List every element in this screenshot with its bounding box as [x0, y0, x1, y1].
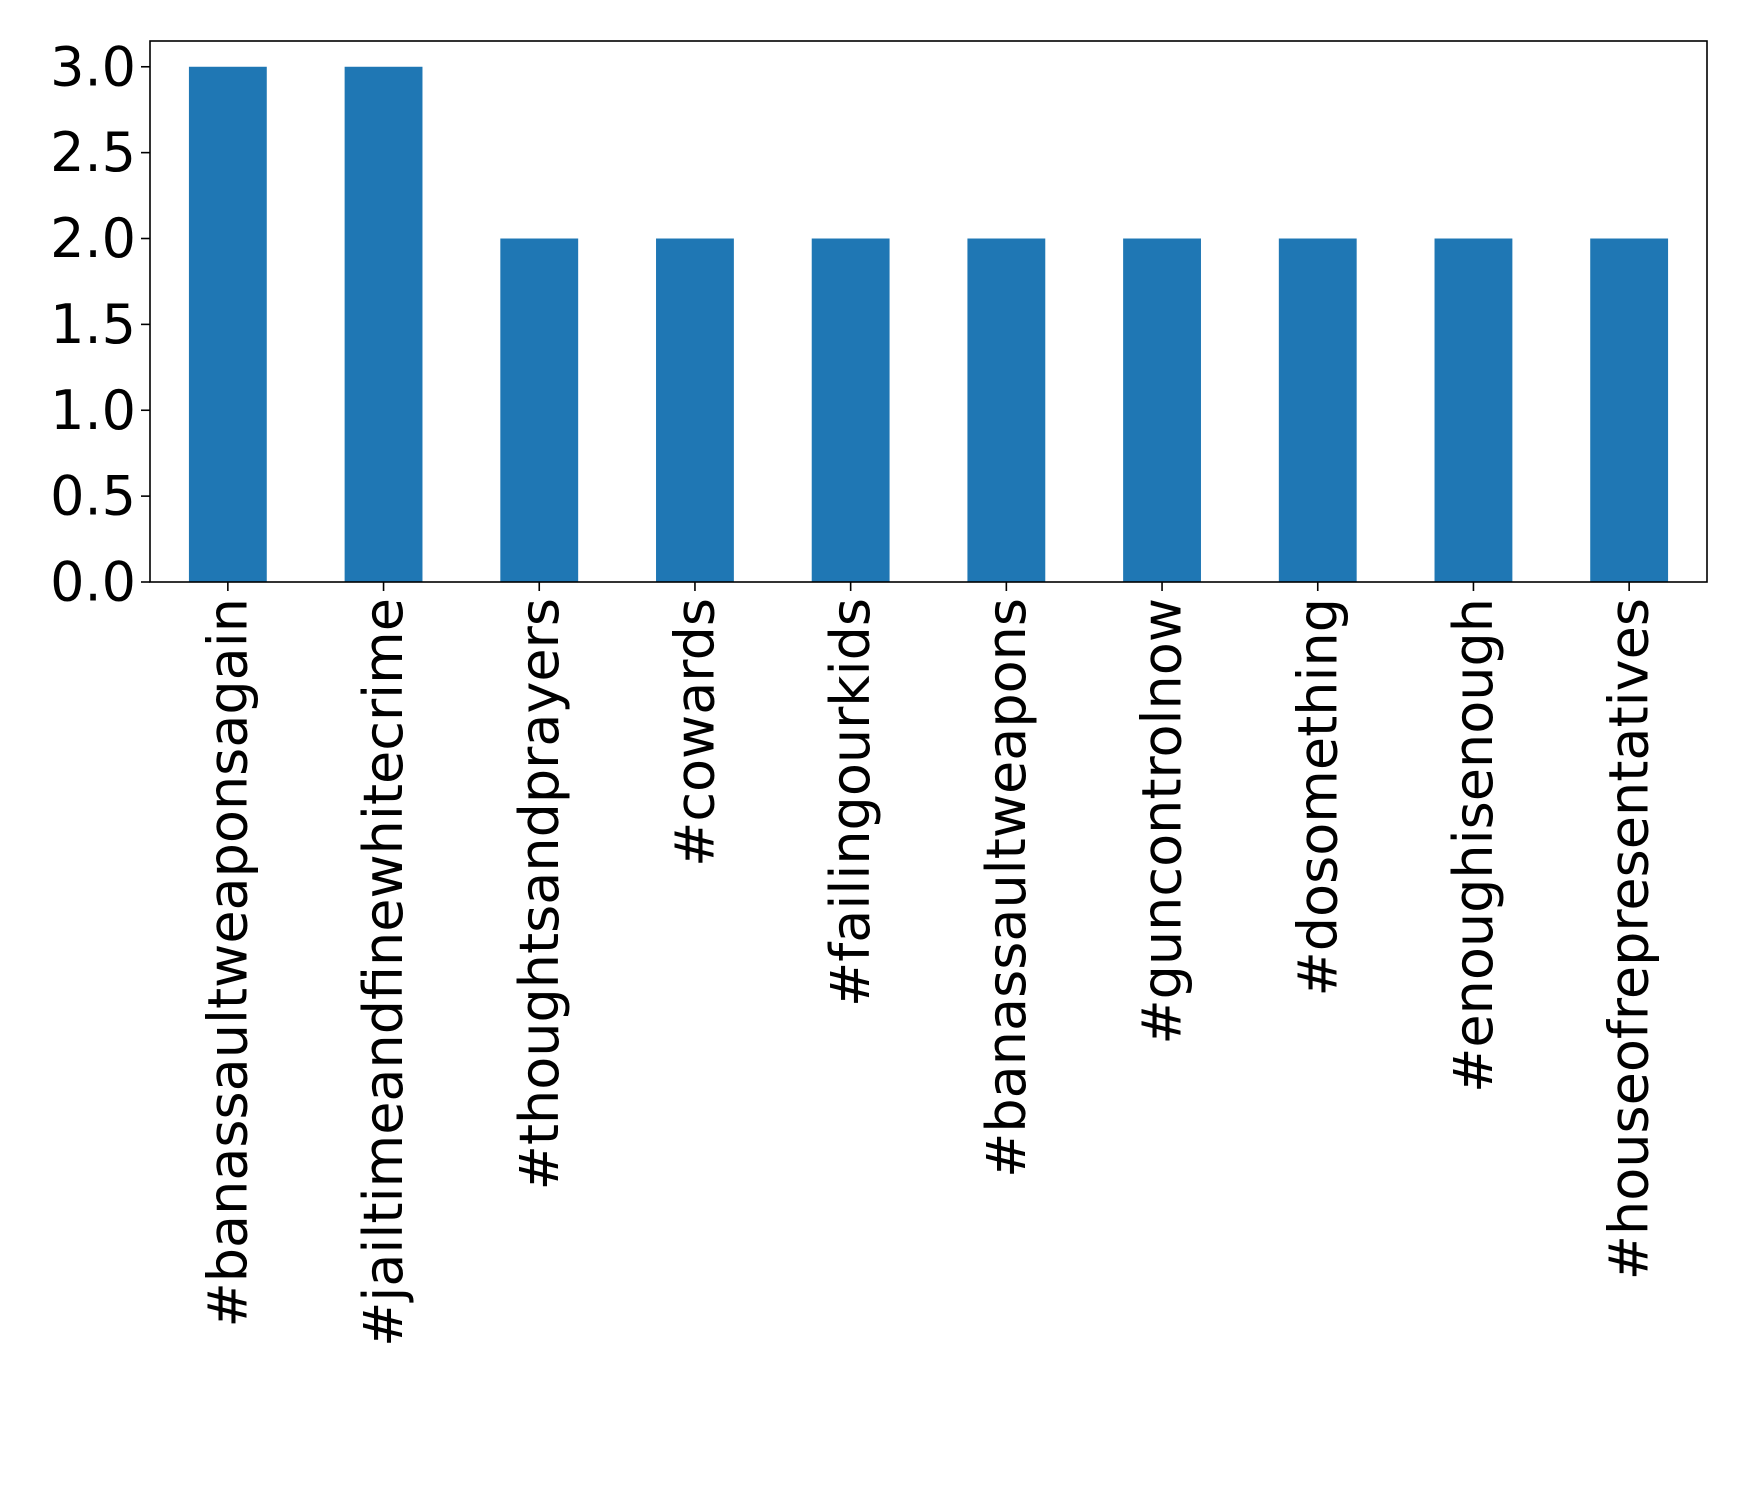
- bar-3: [656, 238, 734, 582]
- y-tick-label-0: 0.0: [50, 551, 136, 614]
- bar-8: [1434, 238, 1513, 582]
- bar-1: [344, 66, 423, 582]
- bar-2: [500, 238, 579, 582]
- x-tick-label-5: #banassaultweapons: [975, 598, 1038, 1178]
- x-tick-label-6: #guncontrolnow: [1131, 598, 1194, 1045]
- y-tick-label-4: 2.0: [50, 207, 136, 270]
- y-tick-label-3: 1.5: [50, 293, 136, 356]
- bars-group: [188, 66, 1669, 582]
- x-axis: #banassaultweaponsagain #jailtimeandfinew…: [196, 582, 1661, 1347]
- y-axis: 0.0 0.5 1.0 1.5 2.0 2.5 3.0: [50, 35, 150, 614]
- y-tick-label-5: 2.5: [50, 121, 136, 184]
- bar-7: [1278, 238, 1357, 582]
- x-tick-label-7: #dosomething: [1286, 598, 1349, 996]
- y-tick-label-2: 1.0: [50, 379, 136, 442]
- x-tick-label-9: #houseofrepresentatives: [1598, 598, 1661, 1280]
- y-tick-label-1: 0.5: [50, 465, 136, 528]
- x-tick-label-0: #banassaultweaponsagain: [196, 598, 259, 1328]
- x-tick-label-2: #thoughtsandprayers: [508, 598, 571, 1190]
- x-tick-label-1: #jailtimeandfinewhitecrime: [352, 598, 415, 1347]
- x-tick-label-4: #failingourkids: [819, 598, 882, 1007]
- y-tick-label-6: 3.0: [50, 35, 136, 98]
- bar-4: [811, 238, 890, 582]
- plot-frame: [149, 40, 1708, 583]
- x-tick-label-3: #cowards: [663, 598, 726, 867]
- bar-9: [1590, 238, 1669, 582]
- bar-0: [188, 66, 267, 582]
- x-tick-label-8: #enoughisenough: [1442, 598, 1505, 1093]
- bar-5: [967, 238, 1046, 582]
- bar-6: [1123, 238, 1201, 582]
